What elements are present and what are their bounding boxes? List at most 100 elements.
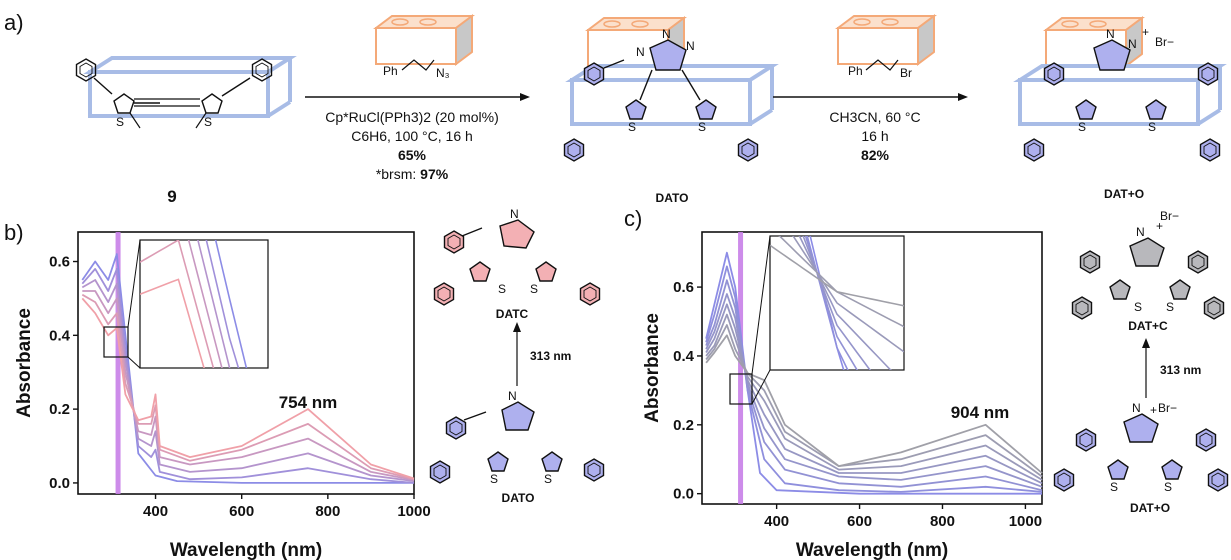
spectrum-line-2: [705, 265, 1043, 493]
spectrum-line-2: [81, 268, 415, 484]
reagent1-ph: Ph: [383, 64, 398, 78]
inset-line-6: [792, 236, 904, 353]
step1-yield: 65%: [398, 147, 427, 163]
dat-c-structure: N S S: [433, 207, 601, 306]
step2-time: 16 h: [861, 128, 888, 144]
x-axis-title: Wavelength (nm): [170, 540, 322, 560]
svg-text:N: N: [636, 45, 645, 59]
x-tick-label: 1000: [1009, 513, 1042, 530]
reagent2-br: Br: [900, 66, 912, 80]
photo-arrowhead-b: [513, 322, 521, 332]
y-tick-label: 0.6: [49, 254, 70, 271]
y-tick-label: 0.2: [673, 417, 694, 434]
svg-text:N: N: [1128, 37, 1137, 51]
chart-c: 400 600 800 1000 0.0 0.2 0.4 0.6 Wavelength (nm)…: [642, 231, 1043, 560]
svg-text:N: N: [1132, 401, 1141, 415]
spectrum-line-1: [81, 253, 414, 484]
svg-text:S: S: [1164, 480, 1172, 494]
svg-text:N: N: [662, 27, 671, 41]
svg-text:S: S: [204, 115, 212, 129]
svg-text:+: +: [1150, 403, 1157, 417]
x-tick-label: 800: [930, 513, 955, 530]
product-dat-plus-o: N N + Br− S S: [1018, 17, 1222, 162]
inset-line-4: [802, 236, 871, 370]
spectrum-line-5: [81, 293, 415, 481]
peak-annotation: 754 nm: [279, 393, 338, 412]
svg-text:S: S: [498, 282, 506, 296]
y-tick-label: 0.6: [673, 279, 694, 296]
photo-arrowhead-c: [1142, 338, 1150, 348]
spectrum-line-3: [705, 279, 1043, 492]
svg-text:+: +: [1156, 219, 1163, 233]
spectrum-line-4: [705, 293, 1043, 488]
y-axis-title: Absorbance: [14, 308, 35, 418]
inset-line-8: [770, 244, 904, 307]
svg-text:N: N: [508, 389, 517, 403]
panel-label-c: c): [624, 206, 642, 231]
y-tick-label: 0.0: [673, 486, 694, 503]
dat-o-structure-b: N S S: [429, 389, 605, 486]
x-tick-label: 400: [764, 513, 789, 530]
chart-b: 400 600 800 1000 0.0 0.2 0.4 0.6 Wavelength (nm)…: [14, 231, 431, 560]
svg-text:S: S: [698, 120, 706, 134]
spectrum-line-5: [705, 303, 1043, 485]
spectrum-line-7: [705, 324, 1043, 478]
zoom-connector: [751, 235, 771, 375]
zoom-source-box: [103, 326, 129, 358]
irradiation-c: 313 nm: [1160, 363, 1201, 377]
svg-text:N: N: [510, 207, 519, 221]
inset-line-4: [187, 240, 223, 368]
zoom-connector: [751, 369, 771, 405]
inset-line-3: [804, 236, 859, 370]
x-tick-label: 800: [315, 503, 340, 520]
intermediate-dat-o: N N N S S: [563, 17, 774, 162]
svg-text:S: S: [530, 282, 538, 296]
svg-text:S: S: [1166, 300, 1174, 314]
x-tick-label: 600: [847, 513, 872, 530]
inset-line-6: [140, 278, 205, 368]
y-tick-label: 0.4: [673, 348, 695, 365]
zoom-connector: [127, 356, 141, 369]
dat-c-label: DATC: [496, 307, 529, 321]
reagent-benzyl-bromide: Ph Br: [837, 15, 935, 80]
counterion-c-top: Br−: [1160, 209, 1179, 223]
y-tick-label: 0.4: [49, 327, 71, 344]
x-tick-label: 400: [143, 503, 168, 520]
zoom-inset: [139, 239, 269, 369]
irradiation-band: [738, 232, 744, 504]
svg-text:S: S: [490, 472, 498, 486]
reagent-benzyl-azide: Ph N₃: [375, 15, 473, 80]
peak-annotation: 904 nm: [951, 403, 1010, 422]
svg-text:S: S: [544, 472, 552, 486]
dat-plus-c-label: DAT+C: [1128, 319, 1168, 333]
x-tick-label: 600: [229, 503, 254, 520]
irradiation-b: 313 nm: [530, 349, 571, 363]
inset-lines: [140, 240, 248, 368]
arrowhead-2: [958, 93, 968, 101]
step2-solvent: CH3CN, 60 °C: [829, 109, 920, 125]
plot-frame: [701, 231, 1043, 505]
x-tick-label: 1000: [397, 503, 430, 520]
dat-plus-o-label-c: DAT+O: [1130, 501, 1170, 515]
inset-line-2: [806, 236, 849, 370]
svg-text:N: N: [1106, 27, 1115, 41]
svg-text:+: +: [1142, 25, 1149, 39]
svg-text:S: S: [1148, 120, 1156, 134]
inset-line-5: [140, 240, 215, 368]
spectrum-line-6: [705, 313, 1043, 481]
x-axis-title: Wavelength (nm): [796, 540, 948, 560]
reagent2-ph: Ph: [848, 64, 863, 78]
y-tick-label: 0.2: [49, 401, 70, 418]
inset-line-3: [197, 240, 231, 368]
step1-brsm: *brsm: 97%: [376, 166, 449, 182]
dat-plus-o-structure-c: N + Br− S S: [1053, 401, 1229, 494]
step1-catalyst: Cp*RuCl(PPh3)2 (20 mol%): [325, 109, 499, 125]
counterion-c-bottom: Br−: [1158, 401, 1177, 415]
svg-text:S: S: [628, 120, 636, 134]
irradiation-band: [115, 232, 121, 494]
reagent1-n3: N₃: [436, 66, 450, 80]
svg-text:S: S: [116, 115, 124, 129]
svg-text:S: S: [1110, 480, 1118, 494]
step1-conditions: C6H6, 100 °C, 16 h: [351, 128, 473, 144]
